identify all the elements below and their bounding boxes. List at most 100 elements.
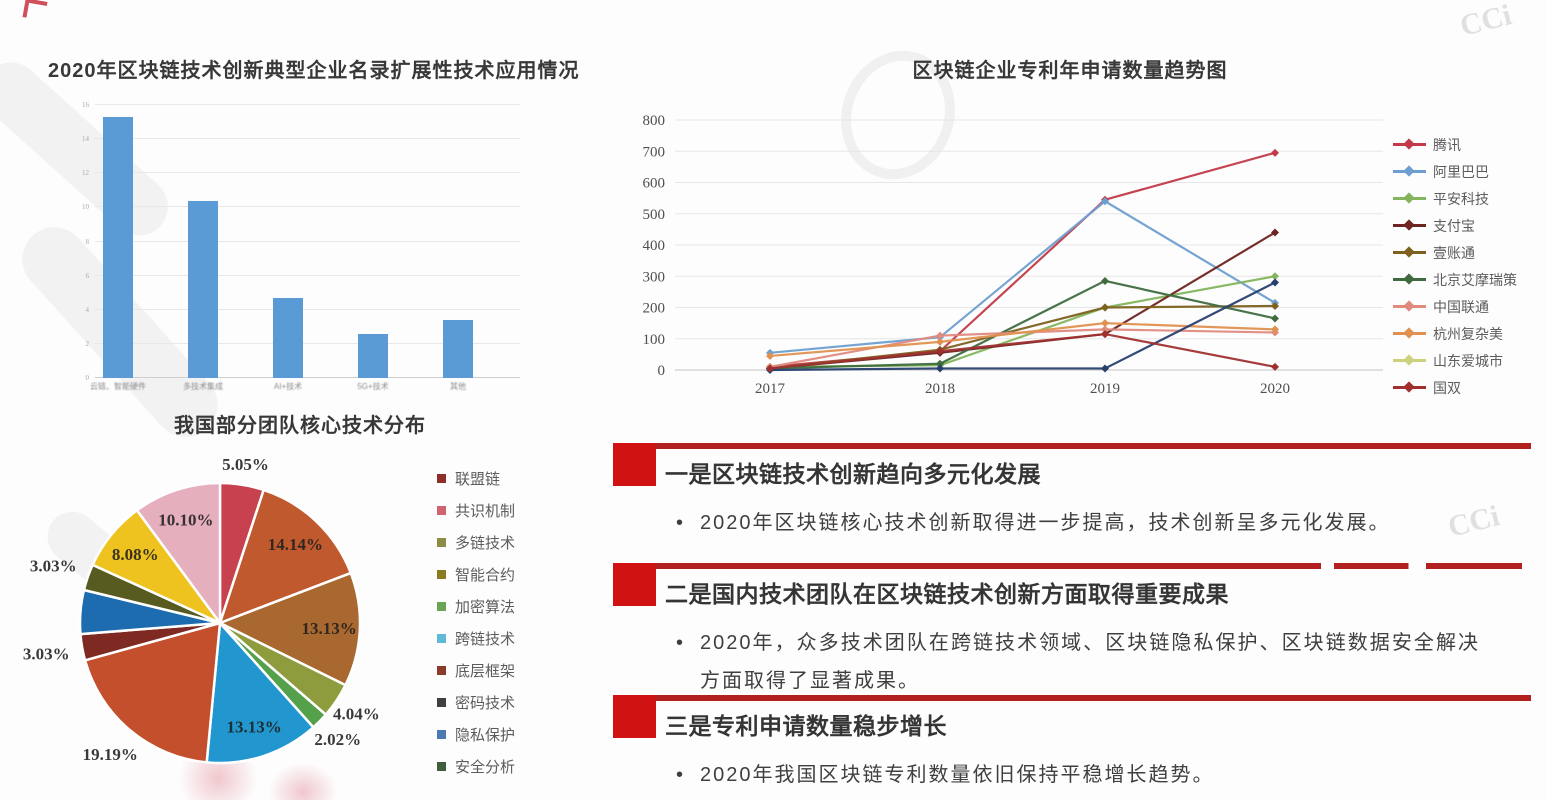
legend-label: 智能合约 [455, 566, 516, 584]
gridline [95, 342, 520, 344]
section-red-rule [655, 695, 1531, 701]
bar-chart-x-axis: 云链、智能硬件 多技术集成 AI+技术 5G+技术 其他 [90, 381, 520, 395]
legend-marker [1403, 273, 1415, 285]
data-point-marker [1101, 319, 1109, 328]
section-red-square [613, 695, 656, 738]
legend-item: 共识机制 [437, 494, 515, 526]
section-red-square [613, 443, 656, 486]
legend-swatch [437, 569, 446, 579]
section-bullet: 2020年我国区块链专利数量依旧保持平稳增长趋势。 [672, 756, 1480, 794]
series-line [769, 332, 1276, 370]
legend-swatch [437, 505, 446, 515]
bar [273, 297, 303, 378]
y-tick-label: 0 [658, 363, 666, 379]
legend-item: 隐私保护 [437, 718, 515, 750]
y-tick-label: 700 [643, 144, 666, 160]
pie-chart-title: 我国部分团队核心技术分布 [174, 415, 426, 437]
legend-label: 杭州复杂美 [1433, 325, 1503, 342]
x-tick-label: 2020 [1260, 381, 1290, 397]
line-chart: 0 100 200 300 400 500 600 700 800 2017 2018 2019 202… [643, 113, 1383, 397]
legend-item: 联盟链 [437, 462, 515, 494]
bar [443, 320, 473, 378]
pie-slice [205, 621, 315, 765]
legend-marker [1403, 138, 1415, 150]
data-point-marker [936, 331, 944, 340]
legend-label: 底层框架 [455, 662, 516, 680]
legend-item: 平安科技 [1393, 185, 1517, 212]
legend-label: 腾讯 [1433, 136, 1461, 153]
section-heading: 一是区块链技术创新趋向多元化发展 [665, 461, 1041, 487]
series-line [769, 281, 1276, 372]
pie-chart-legend: 联盟链 共识机制多链技术智能合约加密算法跨链技术底层框架密码技术隐私保护安全分析 [437, 462, 515, 782]
pie-slice [218, 488, 353, 625]
legend-label: 多链技术 [455, 534, 516, 552]
pie-chart: 5.05% 14.14% 13.13% 4.04% 2.02% 13.13% 19.19% 3… [10, 448, 440, 798]
series-line [769, 279, 1276, 370]
y-tick-label: 200 [643, 301, 666, 317]
legend-line-swatch [1393, 246, 1426, 258]
legend-item: 北京艾摩瑞策 [1393, 266, 1517, 293]
legend-item: 安全分析 [437, 750, 515, 782]
pie-slice [83, 621, 222, 764]
watermark-red-fragment [22, 0, 48, 21]
section-1: 一是区块链技术创新趋向多元化发展 2020年区块链核心技术创新取得进一步提高，技… [613, 443, 1533, 542]
pie-slice-label: 2.02% [314, 730, 361, 749]
legend-line-swatch [1393, 192, 1426, 204]
y-tick-label: 14 [82, 135, 89, 144]
legend-item: 智能合约 [437, 558, 515, 590]
legend-line-swatch [1393, 273, 1426, 285]
data-point-marker [766, 351, 774, 360]
legend-line-swatch [1393, 354, 1426, 366]
legend-marker [1403, 381, 1415, 393]
section-heading: 三是专利申请数量稳步增长 [665, 713, 947, 739]
gridline [95, 206, 520, 208]
y-tick-label: 300 [643, 269, 666, 285]
data-point-marker [1101, 197, 1109, 206]
legend-label: 加密算法 [455, 598, 516, 616]
x-category-label: 云链、智能硬件 [90, 382, 146, 391]
legend-label: 跨链技术 [455, 630, 516, 648]
pie-slice-label: 4.04% [333, 705, 380, 724]
legend-item: 底层框架 [437, 654, 515, 686]
legend-item: 支付宝 [1393, 212, 1517, 239]
legend-item: 多链技术 [437, 526, 515, 558]
watermark-red-blob [268, 762, 338, 800]
bar [188, 200, 218, 378]
legend-marker [1403, 327, 1415, 339]
pie-slice [218, 571, 362, 687]
legend-marker [1403, 246, 1415, 258]
legend-label: 国双 [1433, 379, 1461, 396]
data-point-marker [936, 359, 944, 368]
pie-slice-label: 3.03% [23, 645, 70, 664]
y-tick-label: 500 [643, 207, 666, 223]
x-tick-label: 2018 [925, 381, 955, 397]
legend-label: 北京艾摩瑞策 [1433, 271, 1517, 288]
legend-label: 中国联通 [1433, 298, 1489, 315]
data-point-marker [1271, 148, 1279, 157]
pie-svg: 5.05% 14.14% 13.13% 4.04% 2.02% 13.13% 19.19% 3… [23, 455, 380, 765]
legend-label: 平安科技 [1433, 190, 1489, 207]
data-point-marker [1101, 303, 1109, 312]
data-point-marker [1271, 314, 1279, 323]
bar-chart: 0 2 4 6 8 10 12 14 16 [82, 101, 520, 382]
watermark-cci-top: CCi [1456, 0, 1515, 43]
gridline [95, 377, 520, 378]
legend-label: 阿里巴巴 [1433, 163, 1489, 180]
pie-slice-label: 13.13% [301, 619, 356, 638]
section-red-rule [655, 563, 1531, 569]
legend-label: 支付宝 [1433, 217, 1475, 234]
legend-item: 跨链技术 [437, 622, 515, 654]
section-3: 三是专利申请数量稳步增长 2020年我国区块链专利数量依旧保持平稳增长趋势。 [613, 695, 1533, 794]
legend-label: 隐私保护 [455, 726, 516, 744]
section-2: 二是国内技术团队在区块链技术创新方面取得重要成果 2020年，众多技术团队在跨链… [613, 563, 1533, 700]
y-tick-label: 400 [643, 238, 666, 254]
data-point-marker [1271, 301, 1279, 310]
y-tick-label: 16 [82, 101, 89, 109]
legend-item: 密码技术 [437, 686, 515, 718]
pie-slice [135, 481, 222, 625]
bar [358, 333, 388, 378]
legend-item: 加密算法 [437, 590, 515, 622]
y-tick-label: 100 [643, 332, 666, 348]
legend-item: 壹账通 [1393, 239, 1517, 266]
